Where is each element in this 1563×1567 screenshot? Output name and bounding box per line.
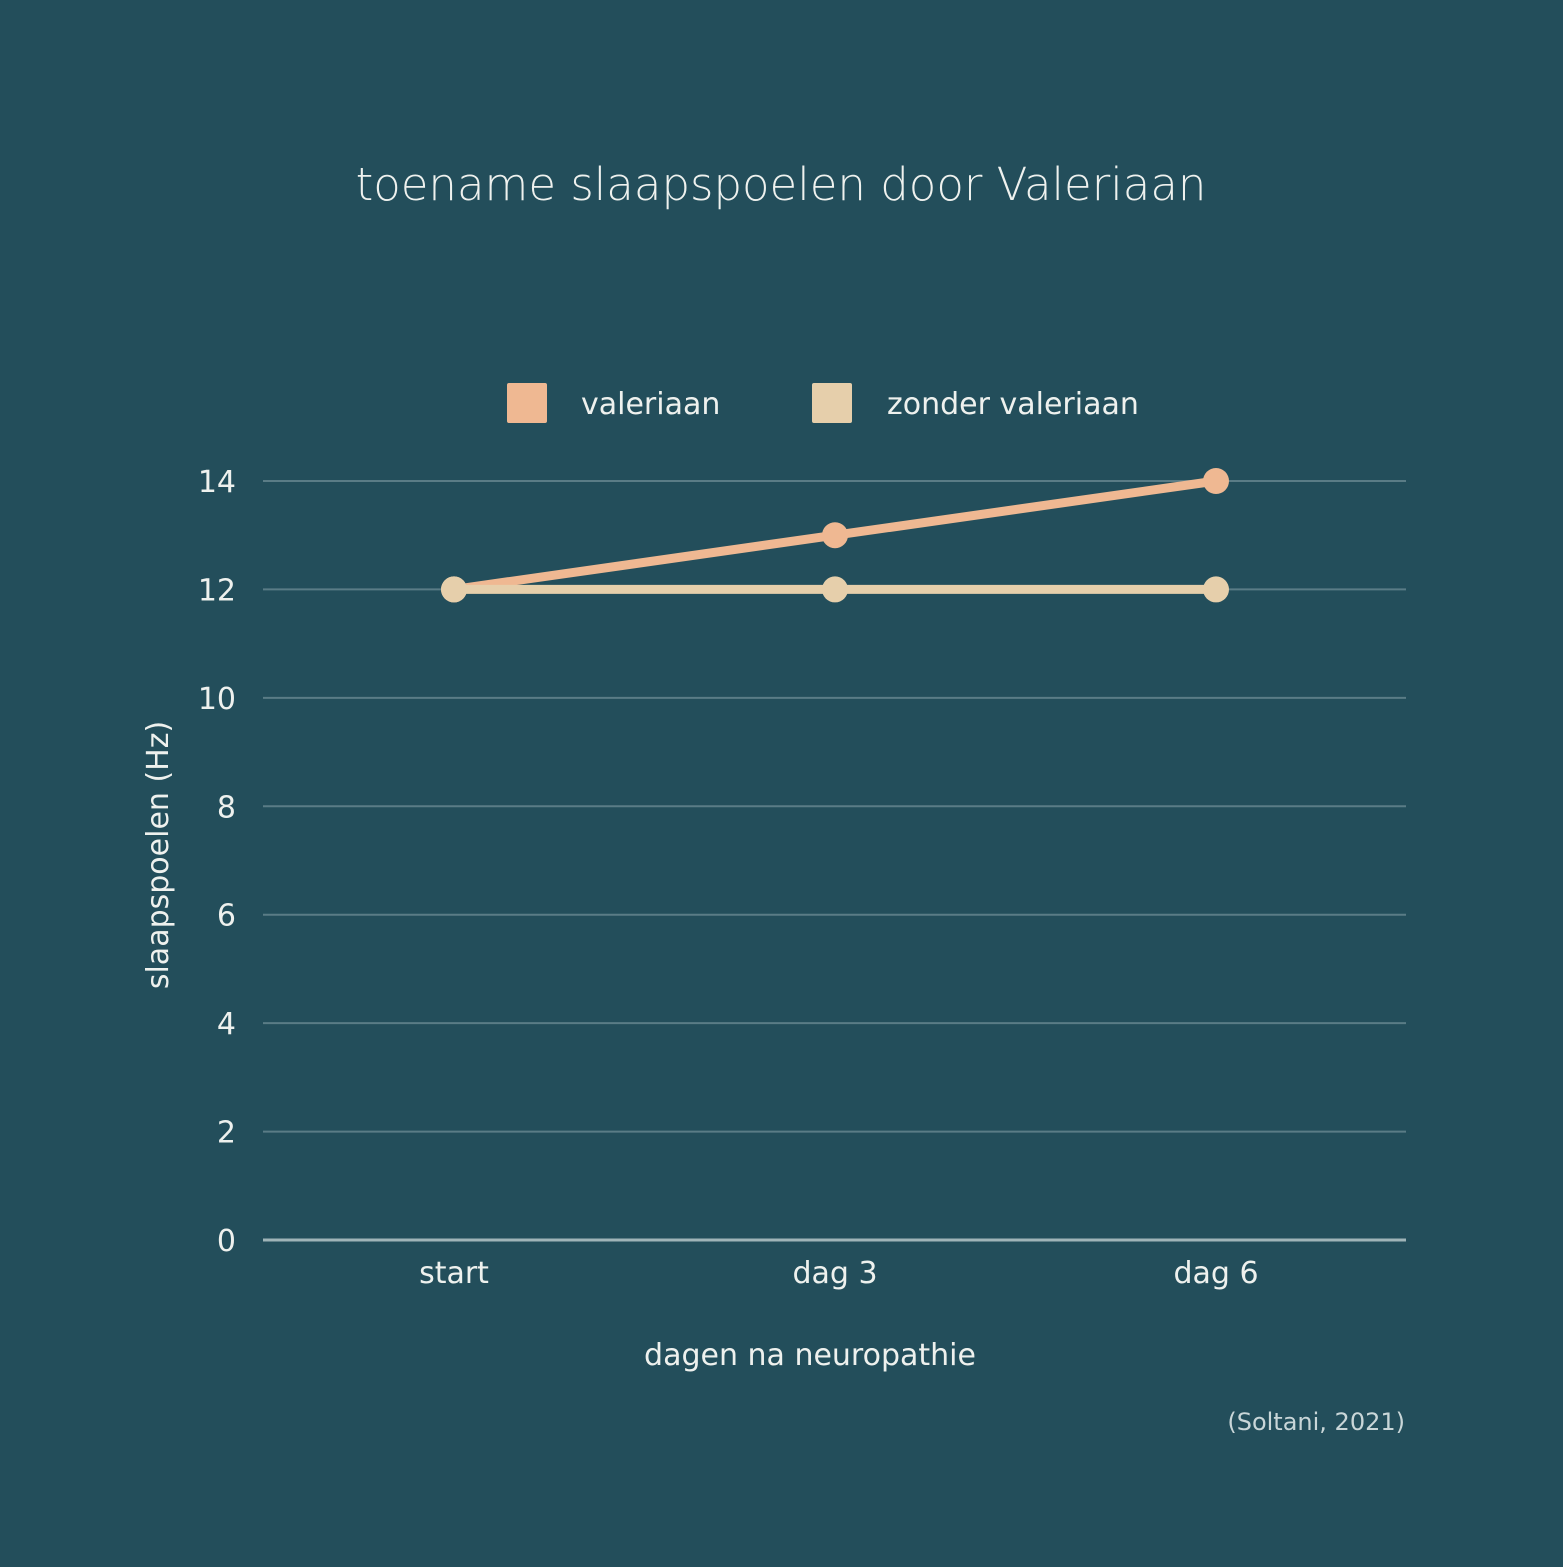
x-axis-ticks: start dag 3 dag 6 bbox=[419, 1256, 1258, 1291]
y-tick-label: 6 bbox=[217, 899, 236, 934]
y-tick-label: 0 bbox=[217, 1224, 236, 1259]
legend-label-zonder-valeriaan: zonder valeriaan bbox=[887, 387, 1139, 422]
data-point-valeriaan bbox=[822, 522, 848, 549]
x-tick-label: start bbox=[419, 1256, 489, 1291]
y-axis-ticks: 0 2 4 6 8 10 12 14 bbox=[198, 465, 236, 1259]
y-axis-label: slaapspoelen (Hz) bbox=[141, 721, 176, 989]
x-axis-label: dagen na neuropathie bbox=[644, 1338, 976, 1373]
x-tick-label: dag 6 bbox=[1173, 1256, 1258, 1291]
legend-swatch-zonder-valeriaan bbox=[812, 383, 852, 423]
y-tick-label: 2 bbox=[217, 1116, 236, 1151]
y-tick-label: 14 bbox=[198, 465, 236, 500]
y-tick-label: 10 bbox=[198, 682, 236, 717]
data-point-valeriaan bbox=[1203, 468, 1229, 494]
chart-title: toename slaapspoelen door Valeriaan bbox=[356, 158, 1207, 211]
series bbox=[441, 468, 1229, 603]
data-point-zonder-valeriaan bbox=[822, 576, 848, 603]
source-note: (Soltani, 2021) bbox=[1227, 1408, 1405, 1436]
series-zonder-valeriaan bbox=[441, 576, 1229, 603]
legend: valeriaan zonder valeriaan bbox=[507, 383, 1139, 423]
y-tick-label: 4 bbox=[217, 1007, 236, 1042]
legend-swatch-valeriaan bbox=[507, 383, 547, 423]
y-tick-label: 8 bbox=[217, 790, 236, 825]
x-tick-label: dag 3 bbox=[792, 1256, 877, 1291]
data-point-zonder-valeriaan bbox=[441, 576, 467, 603]
legend-label-valeriaan: valeriaan bbox=[581, 387, 720, 422]
data-point-zonder-valeriaan bbox=[1203, 576, 1229, 603]
y-tick-label: 12 bbox=[198, 573, 236, 608]
